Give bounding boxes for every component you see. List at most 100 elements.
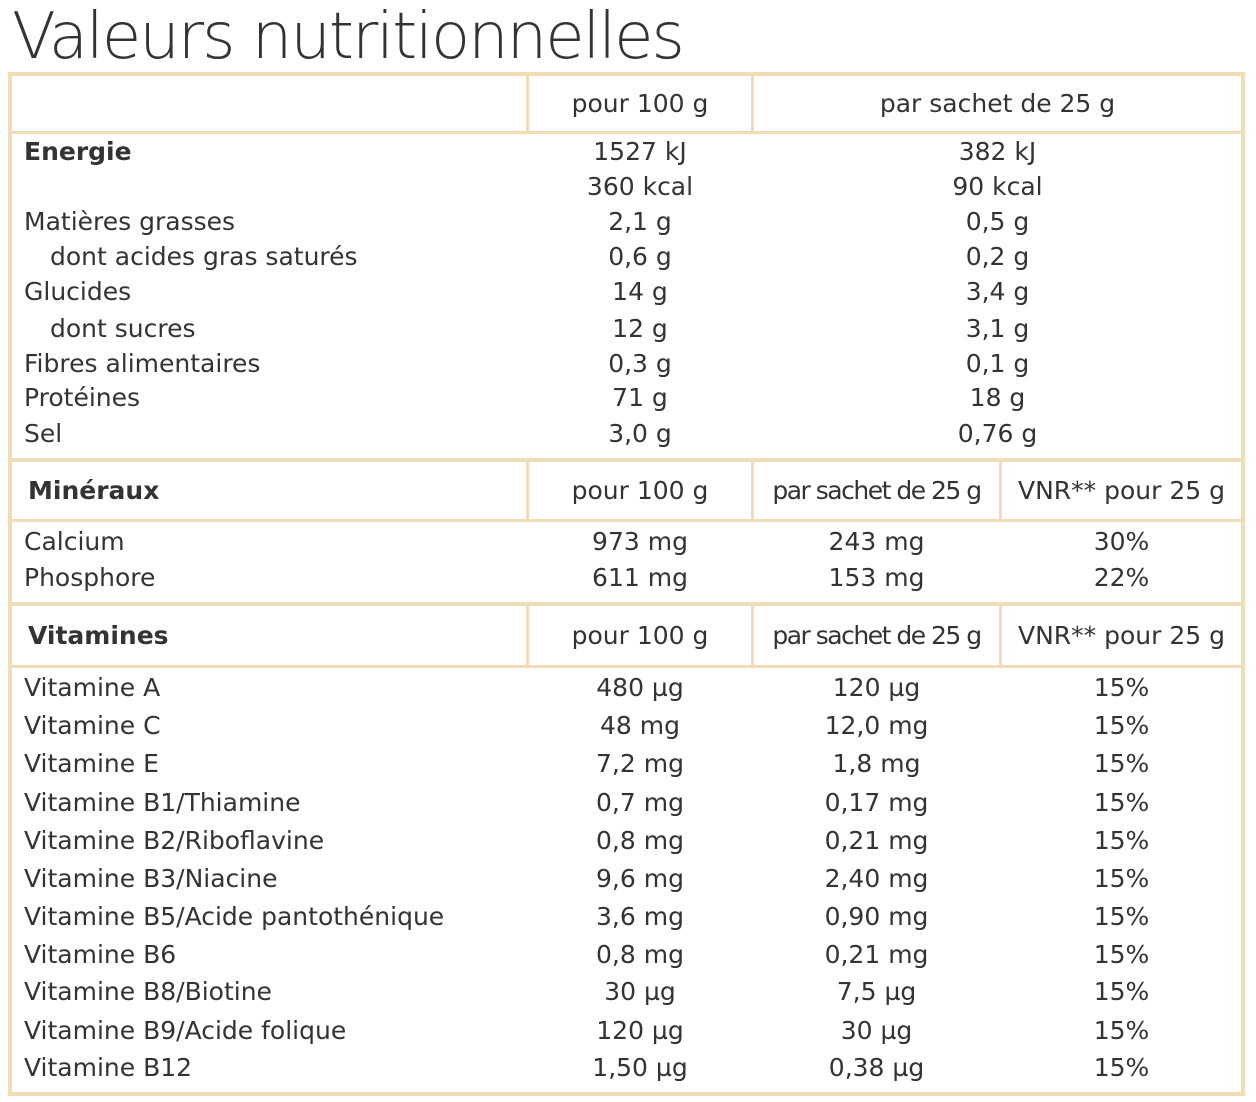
table-row: 360 kcal 90 kcal	[12, 169, 1241, 205]
value-vnr: 30%	[1093, 527, 1150, 556]
value-vnr: 15%	[1093, 673, 1150, 702]
column-divider	[999, 606, 1002, 665]
table-row: Protéines 71 g 18 g	[12, 380, 1241, 416]
value-sachet: 7,5 µg	[836, 977, 917, 1006]
table-row: Vitamine B2/Riboflavine 0,8 mg 0,21 mg 1…	[12, 823, 1241, 859]
vitamins-col-100-header: pour 100 g	[571, 621, 709, 650]
value-100g: 0,8 mg	[596, 826, 684, 855]
value-100g: 9,6 mg	[596, 864, 684, 893]
value-vnr: 15%	[1093, 788, 1150, 817]
nutrition-col-100-header: pour 100 g	[571, 89, 709, 118]
value-sachet: 153 mg	[828, 563, 925, 592]
value-sachet: 0,38 µg	[828, 1053, 925, 1082]
row-label: Vitamine B9/Acide folique	[24, 1016, 347, 1045]
nutrition-header: pour 100 g par sachet de 25 g	[12, 76, 1241, 134]
value-sachet: 382 kJ	[958, 137, 1037, 166]
row-label: Vitamine B2/Riboflavine	[24, 826, 325, 855]
column-divider	[751, 76, 754, 131]
value-sachet: 30 µg	[840, 1016, 913, 1045]
table-row: Energie 1527 kJ 382 kJ	[12, 134, 1241, 170]
value-100g: 3,6 mg	[596, 902, 684, 931]
value-100g: 3,0 g	[608, 419, 672, 448]
value-100g: 14 g	[612, 277, 668, 306]
row-label: dont acides gras saturés	[50, 242, 358, 271]
value-100g: 0,8 mg	[596, 940, 684, 969]
column-divider	[526, 462, 529, 519]
table-row: Vitamine B12 1,50 µg 0,38 µg 15%	[12, 1050, 1241, 1086]
table-row: Vitamine B8/Biotine 30 µg 7,5 µg 15%	[12, 974, 1241, 1010]
value-sachet: 0,21 mg	[824, 826, 929, 855]
vitamins-heading: Vitamines	[28, 621, 169, 650]
value-100g: 611 mg	[592, 563, 688, 592]
table-row: Vitamine A 480 µg 120 µg 15%	[12, 670, 1241, 706]
value-vnr: 15%	[1093, 711, 1150, 740]
vitamins-col-sachet-header: par sachet de 25 g	[772, 621, 982, 650]
value-sachet: 90 kcal	[952, 172, 1043, 201]
value-100g: 2,1 g	[608, 207, 672, 236]
table-row: dont acides gras saturés 0,6 g 0,2 g	[12, 239, 1241, 275]
row-label: dont sucres	[50, 314, 196, 343]
table-row: Vitamine B3/Niacine 9,6 mg 2,40 mg 15%	[12, 861, 1241, 897]
row-label: Vitamine E	[24, 749, 159, 778]
table-row: Matières grasses 2,1 g 0,5 g	[12, 204, 1241, 240]
row-label: Vitamine A	[24, 673, 161, 702]
minerals-col-vnr-header: VNR** pour 25 g	[1018, 476, 1225, 505]
column-divider	[526, 76, 529, 131]
minerals-col-100-header: pour 100 g	[571, 476, 709, 505]
minerals-heading: Minéraux	[28, 476, 160, 505]
nutrition-col-sachet-header: par sachet de 25 g	[879, 89, 1116, 118]
vitamins-table: Vitamines pour 100 g par sachet de 25 g …	[8, 602, 1245, 1096]
row-label: Matières grasses	[24, 207, 236, 236]
table-row: Vitamine C 48 mg 12,0 mg 15%	[12, 708, 1241, 744]
row-label: Vitamine B3/Niacine	[24, 864, 278, 893]
value-sachet: 18 g	[969, 383, 1026, 412]
table-row: Fibres alimentaires 0,3 g 0,1 g	[12, 346, 1241, 382]
value-100g: 0,7 mg	[596, 788, 684, 817]
table-row: Phosphore 611 mg 153 mg 22%	[12, 560, 1241, 596]
table-row: Vitamine E 7,2 mg 1,8 mg 15%	[12, 746, 1241, 782]
row-label: Vitamine B1/Thiamine	[24, 788, 301, 817]
value-sachet: 1,8 mg	[832, 749, 921, 778]
table-row: Sel 3,0 g 0,76 g	[12, 416, 1241, 452]
value-100g: 71 g	[612, 383, 668, 412]
value-sachet: 0,2 g	[965, 242, 1030, 271]
minerals-col-sachet-header: par sachet de 25 g	[772, 476, 982, 505]
value-sachet: 0,21 mg	[824, 940, 929, 969]
value-100g: 0,3 g	[608, 349, 672, 378]
nutrition-table: pour 100 g par sachet de 25 g Energie 15…	[8, 72, 1245, 462]
value-vnr: 15%	[1093, 826, 1150, 855]
value-sachet: 3,4 g	[965, 277, 1030, 306]
table-row: Calcium 973 mg 243 mg 30%	[12, 524, 1241, 560]
row-label: Glucides	[24, 277, 132, 306]
row-label: Vitamine C	[24, 711, 161, 740]
value-sachet: 3,1 g	[965, 314, 1030, 343]
minerals-header: Minéraux pour 100 g par sachet de 25 g V…	[12, 462, 1241, 522]
value-vnr: 15%	[1093, 902, 1150, 931]
value-100g: 360 kcal	[586, 172, 694, 201]
value-vnr: 15%	[1093, 940, 1150, 969]
value-vnr: 22%	[1093, 563, 1150, 592]
value-100g: 0,6 g	[608, 242, 672, 271]
value-vnr: 15%	[1093, 1016, 1150, 1045]
value-sachet: 0,90 mg	[824, 902, 929, 931]
minerals-table: Minéraux pour 100 g par sachet de 25 g V…	[8, 458, 1245, 606]
value-sachet: 0,1 g	[965, 349, 1030, 378]
table-row: Vitamine B1/Thiamine 0,7 mg 0,17 mg 15%	[12, 785, 1241, 821]
value-sachet: 2,40 mg	[824, 864, 929, 893]
value-100g: 30 µg	[604, 977, 676, 1006]
value-100g: 48 mg	[600, 711, 680, 740]
table-row: Vitamine B9/Acide folique 120 µg 30 µg 1…	[12, 1013, 1241, 1049]
value-sachet: 120 µg	[832, 673, 921, 702]
table-row: Vitamine B5/Acide pantothénique 3,6 mg 0…	[12, 899, 1241, 935]
value-100g: 7,2 mg	[596, 749, 684, 778]
value-100g: 1,50 µg	[592, 1053, 688, 1082]
value-sachet: 243 mg	[828, 527, 925, 556]
table-row: Glucides 14 g 3,4 g	[12, 274, 1241, 310]
value-sachet: 12,0 mg	[824, 711, 929, 740]
value-sachet: 0,17 mg	[824, 788, 929, 817]
vitamins-header: Vitamines pour 100 g par sachet de 25 g …	[12, 606, 1241, 668]
row-label: Energie	[24, 137, 132, 166]
column-divider	[526, 606, 529, 665]
value-100g: 973 mg	[592, 527, 688, 556]
table-row: dont sucres 12 g 3,1 g	[12, 311, 1241, 347]
